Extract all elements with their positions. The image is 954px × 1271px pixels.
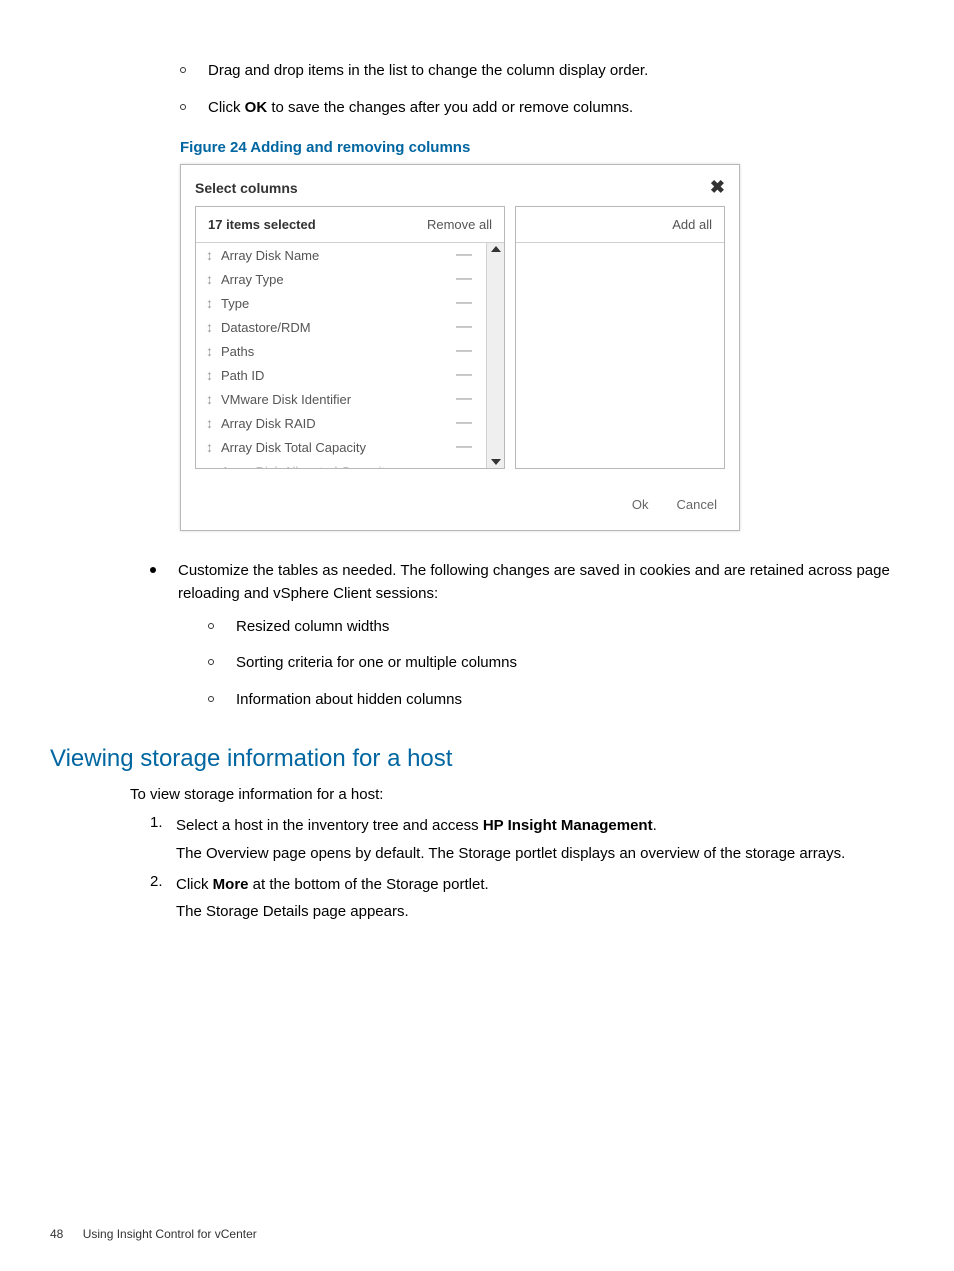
bullet-icon [180, 104, 186, 110]
chapter-title: Using Insight Control for vCenter [83, 1227, 257, 1241]
page-footer: 48 Using Insight Control for vCenter [50, 1227, 257, 1241]
column-item-label: Array Disk Name [221, 248, 452, 263]
sublist-text: Information about hidden columns [236, 689, 462, 712]
available-panel: Add all [515, 206, 725, 469]
section-intro: To view storage information for a host: [130, 783, 904, 806]
sublist-item: Drag and drop items in the list to chang… [180, 60, 904, 83]
dialog-footer: Ok Cancel [181, 483, 739, 530]
bullet-text: Customize the tables as needed. The foll… [178, 559, 904, 725]
column-item[interactable]: ↕ Array Disk Name— [196, 243, 486, 267]
remove-column-icon[interactable]: — [452, 346, 476, 356]
sublist-text: Drag and drop items in the list to chang… [208, 60, 648, 83]
remove-column-icon[interactable]: — [452, 322, 476, 332]
available-panel-header: Add all [516, 207, 724, 243]
ok-button[interactable]: Ok [632, 497, 649, 512]
remove-column-icon[interactable]: — [452, 442, 476, 452]
top-sublist: Drag and drop items in the list to chang… [180, 60, 904, 119]
selected-count-label: 17 items selected [208, 217, 316, 232]
drag-handle-icon[interactable]: ↕ [206, 367, 213, 383]
remove-column-icon[interactable]: — [452, 298, 476, 308]
remove-column-icon[interactable]: — [452, 394, 476, 404]
column-item[interactable]: ↕ VMware Disk Identifier— [196, 387, 486, 411]
column-item-label: VMware Disk Identifier [221, 392, 452, 407]
scroll-down-icon[interactable] [491, 459, 501, 465]
remove-column-icon[interactable]: — [452, 418, 476, 428]
column-item[interactable]: ↕ Type— [196, 291, 486, 315]
dialog-body: 17 items selected Remove all ↕ Array Disk… [181, 206, 739, 483]
column-item[interactable]: ↕ Path ID— [196, 363, 486, 387]
cancel-button[interactable]: Cancel [677, 497, 717, 512]
step-item: 1.Select a host in the inventory tree an… [150, 814, 904, 869]
items-area: ↕Array Disk Name—↕Array Type—↕Type—↕Data… [196, 243, 504, 468]
bullet-icon [180, 67, 186, 73]
dialog-title-bar: Select columns ✖ [181, 165, 739, 206]
drag-handle-icon[interactable]: ↕ [206, 247, 213, 263]
disc-icon [150, 567, 156, 573]
column-item[interactable]: ↕ Datastore/RDM— [196, 315, 486, 339]
bullet-item: Customize the tables as needed. The foll… [150, 559, 904, 725]
column-item-label: Datastore/RDM [221, 320, 452, 335]
items-scroll[interactable]: ↕Array Disk Name—↕Array Type—↕Type—↕Data… [196, 243, 486, 468]
column-item[interactable]: ↕ Array Disk RAID— [196, 411, 486, 435]
close-icon[interactable]: ✖ [710, 177, 725, 198]
sublist-item: Click OK to save the changes after you a… [180, 97, 904, 120]
remove-column-icon[interactable]: — [452, 274, 476, 284]
column-item[interactable]: ↕ Array Disk Total Capacity— [196, 435, 486, 459]
drag-handle-icon[interactable]: ↕ [206, 343, 213, 359]
bullet-icon [208, 623, 214, 629]
select-columns-dialog: Select columns ✖ 17 items selected Remov… [180, 164, 740, 531]
available-empty-area [516, 243, 724, 468]
remove-all-button[interactable]: Remove all [427, 217, 492, 232]
step-body: Select a host in the inventory tree and … [176, 814, 845, 869]
dialog-title-text: Select columns [195, 180, 298, 196]
step-number: 2. [150, 873, 176, 890]
column-item[interactable]: ↕ Paths— [196, 339, 486, 363]
column-item-label: Array Type [221, 272, 452, 287]
step-body: Click More at the bottom of the Storage … [176, 873, 489, 928]
add-all-button[interactable]: Add all [672, 217, 712, 232]
drag-handle-icon[interactable]: ↕ [206, 319, 213, 335]
scroll-up-icon[interactable] [491, 246, 501, 252]
drag-handle-icon: ↕ [206, 463, 213, 468]
sublist-item: Sorting criteria for one or multiple col… [208, 652, 904, 675]
drag-handle-icon[interactable]: ↕ [206, 295, 213, 311]
column-item-label: Array Disk Allocated Capacity [221, 464, 476, 469]
selected-panel: 17 items selected Remove all ↕ Array Disk… [195, 206, 505, 469]
remove-column-icon[interactable]: — [452, 250, 476, 260]
column-item-label: Paths [221, 344, 452, 359]
drag-handle-icon[interactable]: ↕ [206, 271, 213, 287]
remove-column-icon[interactable]: — [452, 370, 476, 380]
step-item: 2.Click More at the bottom of the Storag… [150, 873, 904, 928]
column-item-clipped: ↕ Array Disk Allocated Capacity [196, 459, 486, 468]
bullet-icon [208, 696, 214, 702]
column-item-label: Path ID [221, 368, 452, 383]
drag-handle-icon[interactable]: ↕ [206, 439, 213, 455]
figure-caption: Figure 24 Adding and removing columns [180, 139, 904, 156]
step-number: 1. [150, 814, 176, 831]
page-number: 48 [50, 1227, 63, 1241]
drag-handle-icon[interactable]: ↕ [206, 415, 213, 431]
scrollbar[interactable] [486, 243, 504, 468]
drag-handle-icon[interactable]: ↕ [206, 391, 213, 407]
column-item-label: Array Disk RAID [221, 416, 452, 431]
column-item[interactable]: ↕ Array Type— [196, 267, 486, 291]
customize-list: Customize the tables as needed. The foll… [150, 559, 904, 725]
bullet-icon [208, 659, 214, 665]
column-item-label: Type [221, 296, 452, 311]
sublist-item: Resized column widths [208, 616, 904, 639]
sublist-text: Sorting criteria for one or multiple col… [236, 652, 517, 675]
sublist-text: Resized column widths [236, 616, 389, 639]
column-item-label: Array Disk Total Capacity [221, 440, 452, 455]
selected-panel-header: 17 items selected Remove all [196, 207, 504, 243]
sublist-item: Information about hidden columns [208, 689, 904, 712]
sublist-text: Click OK to save the changes after you a… [208, 97, 633, 120]
numbered-steps: 1.Select a host in the inventory tree an… [150, 814, 904, 927]
section-heading: Viewing storage information for a host [50, 745, 904, 773]
